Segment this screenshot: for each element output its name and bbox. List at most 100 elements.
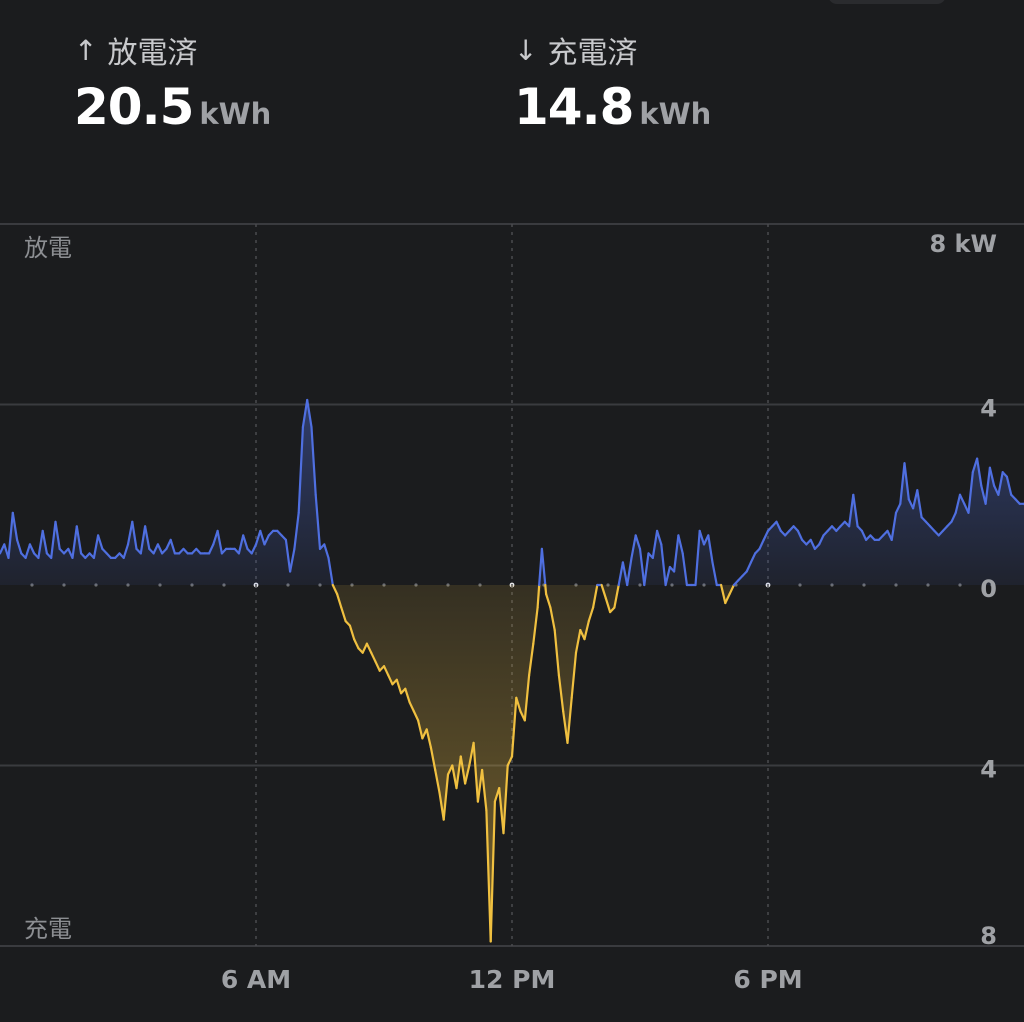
charged-label: 充電済 bbox=[547, 36, 638, 71]
series-segment bbox=[459, 755, 467, 785]
series-segment bbox=[498, 786, 505, 835]
series-segment bbox=[336, 592, 343, 609]
charged-value: 14.8 bbox=[514, 78, 634, 136]
series-segment bbox=[506, 755, 514, 767]
series-segment bbox=[306, 398, 313, 429]
series-segment bbox=[353, 637, 360, 650]
x-tick-label-1: 12 PM bbox=[469, 965, 556, 994]
series-segment bbox=[860, 529, 868, 542]
series-segment bbox=[156, 543, 164, 555]
series-segment bbox=[562, 710, 569, 745]
discharged-label: 放電済 bbox=[107, 36, 198, 71]
series-segment bbox=[664, 565, 672, 587]
series-segment bbox=[988, 466, 996, 487]
series-segment bbox=[809, 538, 817, 551]
series-segment bbox=[775, 520, 782, 533]
series-segment bbox=[417, 719, 424, 740]
series-segment bbox=[984, 466, 992, 505]
discharged-label-row: ↑ 放電済 bbox=[74, 30, 271, 72]
series-segment bbox=[916, 489, 923, 519]
series-segment bbox=[613, 583, 620, 609]
series-segment bbox=[75, 525, 83, 555]
series-segment bbox=[0, 543, 6, 555]
series-segment bbox=[719, 583, 727, 605]
label-layer: 放電 充電 8 kW 4 0 4 8 6 AM 12 PM 6 PM bbox=[24, 230, 997, 994]
series-segment bbox=[348, 624, 356, 641]
series-segment bbox=[707, 534, 714, 564]
series-segment bbox=[387, 674, 394, 686]
series-segment bbox=[144, 525, 151, 551]
area-layer bbox=[0, 400, 1024, 942]
series-segment bbox=[122, 543, 130, 560]
series-segment bbox=[604, 597, 612, 614]
series-segment bbox=[745, 561, 753, 573]
series-segment bbox=[617, 561, 625, 587]
series-segment bbox=[796, 529, 804, 542]
series-segment bbox=[527, 642, 535, 677]
series-segment bbox=[37, 529, 44, 560]
series-segment bbox=[536, 583, 541, 609]
series-segment bbox=[293, 511, 300, 551]
series-segment bbox=[489, 800, 496, 943]
series-segment bbox=[587, 606, 595, 623]
series-segment bbox=[638, 547, 646, 587]
charged-stat: ↓ 充電済 14.8 kWh bbox=[514, 30, 711, 137]
series-segment bbox=[626, 556, 633, 587]
series-segment bbox=[510, 696, 518, 758]
series-segment bbox=[263, 534, 270, 546]
series-segment bbox=[643, 552, 650, 587]
series-segment bbox=[50, 520, 57, 560]
y-tick-label-4: 8 bbox=[980, 922, 997, 950]
series-segment bbox=[139, 525, 147, 555]
series-segment bbox=[544, 583, 548, 596]
discharged-value: 20.5 bbox=[74, 78, 194, 136]
series-segment bbox=[41, 529, 49, 555]
series-segment bbox=[216, 529, 223, 555]
series-segment bbox=[169, 538, 176, 555]
series-segment bbox=[242, 534, 249, 551]
series-segment bbox=[818, 534, 825, 546]
series-segment bbox=[557, 674, 565, 713]
series-segment bbox=[847, 493, 855, 528]
series-segment bbox=[711, 561, 718, 587]
series-segment bbox=[250, 543, 258, 555]
series-segment bbox=[694, 529, 701, 587]
energy-summary: ↑ 放電済 20.5 kWh ↓ 充電済 14.8 kWh bbox=[0, 30, 1024, 150]
charged-label-row: ↓ 充電済 bbox=[514, 30, 711, 72]
series-segment bbox=[126, 520, 134, 546]
series-segment bbox=[425, 728, 432, 749]
series-segment bbox=[455, 755, 462, 790]
series-segment bbox=[395, 678, 403, 695]
series-segment bbox=[481, 768, 488, 812]
series-segment bbox=[208, 543, 215, 555]
series-segment bbox=[749, 552, 757, 564]
series-segment bbox=[301, 398, 309, 429]
line-layer bbox=[0, 398, 1024, 943]
series-segment bbox=[152, 543, 159, 555]
series-segment bbox=[852, 493, 859, 528]
series-segment bbox=[408, 701, 415, 713]
series-segment bbox=[297, 426, 304, 514]
series-segment bbox=[54, 520, 61, 551]
arrow-down-icon: ↓ bbox=[514, 33, 538, 67]
top-pill-tab[interactable] bbox=[828, 0, 946, 4]
series-segment bbox=[451, 764, 458, 790]
series-segment bbox=[672, 534, 680, 573]
series-segment bbox=[340, 606, 347, 623]
series-segment bbox=[289, 547, 296, 573]
series-segment bbox=[131, 520, 138, 551]
series-segment bbox=[434, 768, 441, 794]
series-segment bbox=[967, 471, 974, 514]
series-segment bbox=[574, 628, 582, 654]
series-segment bbox=[365, 642, 373, 654]
x-tick-label-2: 6 PM bbox=[733, 965, 802, 994]
series-segment bbox=[911, 489, 919, 510]
series-segment bbox=[600, 583, 608, 600]
series-segment bbox=[11, 511, 19, 542]
series-segment bbox=[698, 529, 706, 546]
series-segment bbox=[540, 547, 547, 587]
series-segment bbox=[950, 511, 957, 523]
series-segment bbox=[310, 426, 317, 496]
series-segment bbox=[284, 538, 292, 573]
